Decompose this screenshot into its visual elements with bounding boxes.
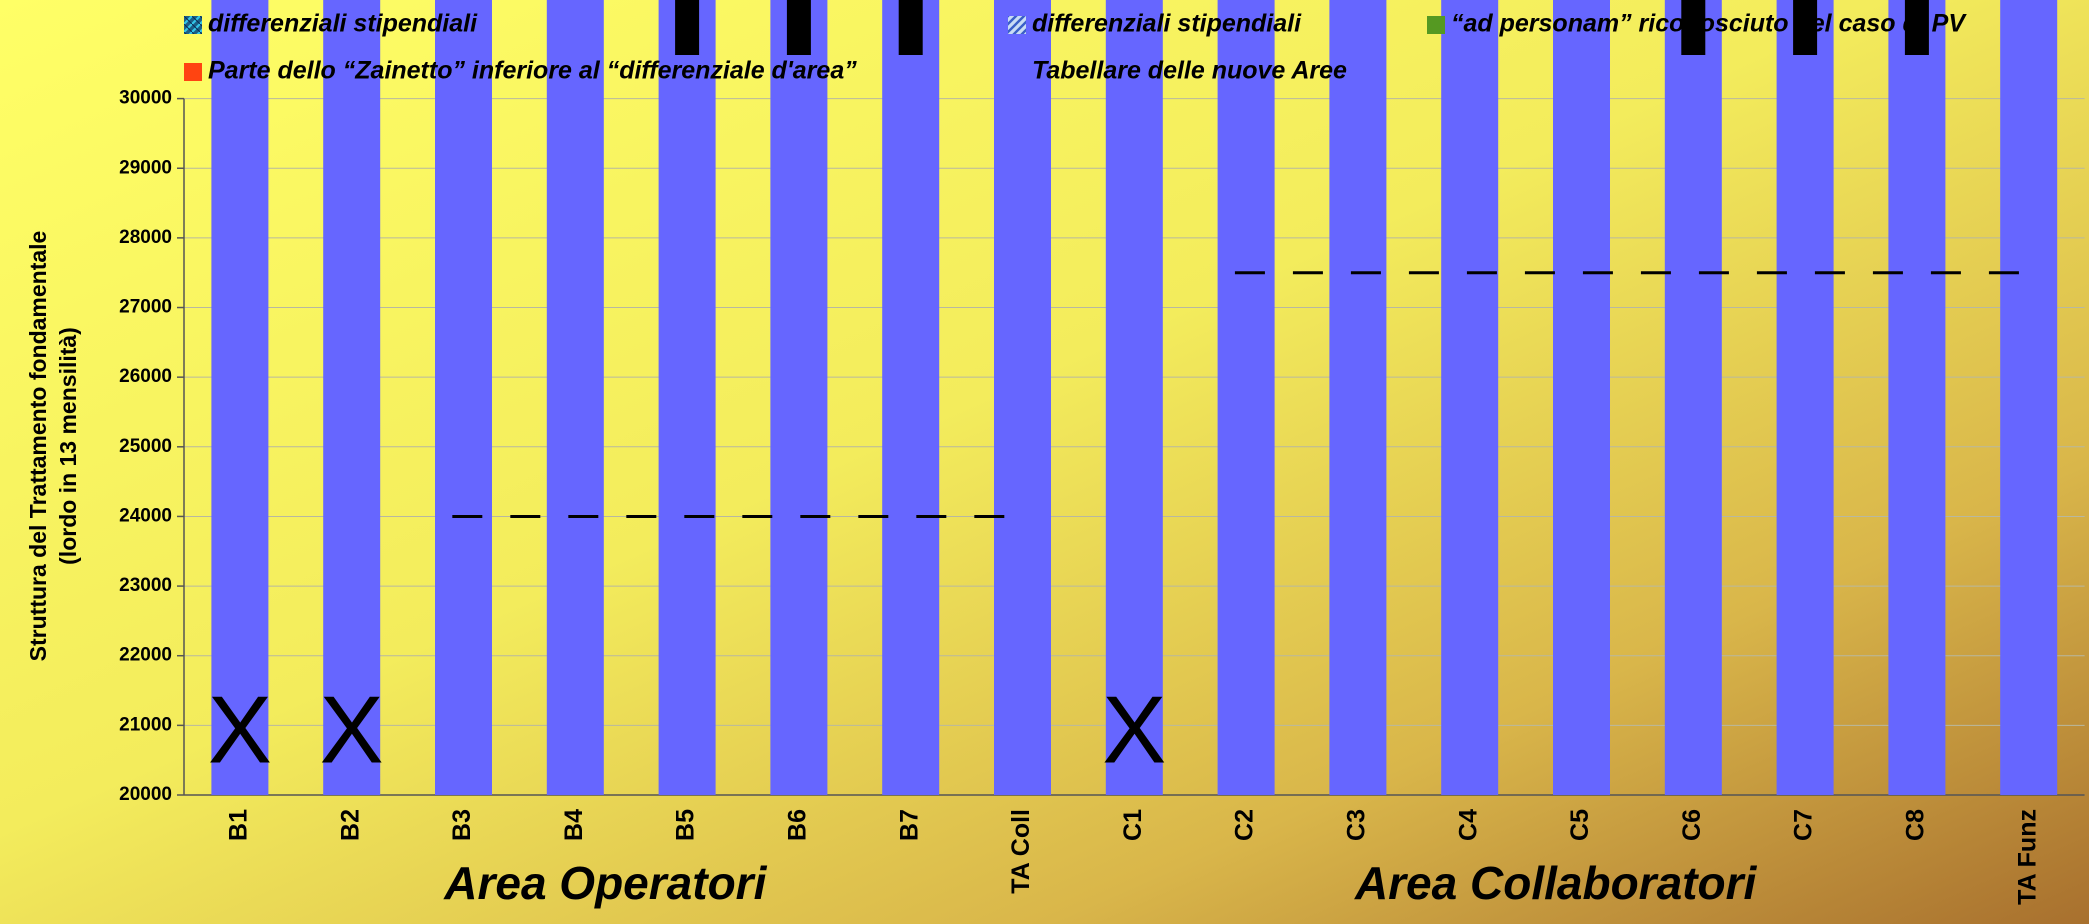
bar-segment xyxy=(1553,0,1610,795)
bar-segment xyxy=(2000,0,2058,795)
group-label: Area Collaboratori xyxy=(1354,857,1758,909)
x-tick-label: B5 xyxy=(672,809,700,841)
legend-label: differenziali stipendiali xyxy=(208,10,478,38)
legend-swatch xyxy=(1427,16,1445,34)
x-tick-label: C2 xyxy=(1231,809,1259,841)
bar-segment xyxy=(1664,0,1722,795)
x-tick-label: B6 xyxy=(784,809,812,841)
annotation: X xyxy=(1102,676,1166,783)
arrow xyxy=(675,0,700,55)
legend-swatch xyxy=(184,63,202,81)
x-tick-label: TA Coll xyxy=(1007,809,1035,894)
legend-swatch xyxy=(184,16,202,34)
arrow xyxy=(1793,0,1818,55)
annotation: X xyxy=(320,676,384,783)
bar-segment xyxy=(1217,0,1275,795)
bar-segment xyxy=(546,0,604,796)
x-tick-label: C8 xyxy=(1902,809,1930,841)
x-tick-label: C1 xyxy=(1119,809,1147,841)
y-tick-label: 26000 xyxy=(119,366,172,387)
x-tick-label: B1 xyxy=(225,809,253,841)
y-tick-label: 24000 xyxy=(119,505,172,526)
bar-segment xyxy=(211,0,269,796)
bar-segment xyxy=(1329,0,1387,795)
bar-segment xyxy=(658,0,716,796)
arrow xyxy=(898,0,923,55)
y-tick-label: 25000 xyxy=(119,436,172,457)
y-tick-label: 21000 xyxy=(119,714,172,735)
y-tick-label: 28000 xyxy=(119,227,172,248)
x-tick-label: B7 xyxy=(895,809,923,841)
x-tick-label: C3 xyxy=(1343,809,1371,841)
y-axis-label: (lordo in 13 mensilità) xyxy=(55,327,81,565)
bar-segment xyxy=(1105,0,1163,795)
bar-segment xyxy=(882,0,940,796)
legend-label: “ad personam” riconosciuto nel caso di P… xyxy=(1451,10,1967,38)
legend-swatch xyxy=(1008,16,1026,34)
x-tick-label: C4 xyxy=(1454,809,1482,841)
bar-segment xyxy=(1441,0,1499,795)
bar-segment xyxy=(770,0,828,796)
y-axis-label: Struttura del Trattamento fondamentale xyxy=(25,231,51,662)
arrow xyxy=(786,0,811,55)
legend-label: differenziali stipendiali xyxy=(1032,10,1302,38)
x-tick-label: C5 xyxy=(1566,809,1594,841)
x-tick-label: TA Funz xyxy=(2013,809,2041,905)
y-tick-label: 22000 xyxy=(119,645,172,666)
x-tick-label: C7 xyxy=(1790,809,1818,841)
y-tick-label: 30000 xyxy=(119,88,172,109)
group-label: Area Operatori xyxy=(443,857,767,909)
legend-label: Tabellare delle nuove Aree xyxy=(1032,57,1347,85)
annotation: X xyxy=(208,676,272,783)
y-tick-label: 23000 xyxy=(119,575,172,596)
x-tick-label: B4 xyxy=(560,809,588,841)
x-tick-label: B3 xyxy=(448,809,476,841)
bar-segment xyxy=(994,0,1051,795)
x-tick-label: B2 xyxy=(336,809,364,841)
bar-segment xyxy=(1888,0,1946,795)
bar-segment xyxy=(435,0,492,796)
y-tick-label: 27000 xyxy=(119,297,172,318)
arrow xyxy=(1681,0,1706,55)
arrow xyxy=(1904,0,1929,55)
y-tick-label: 20000 xyxy=(119,784,172,805)
legend-label: Parte dello “Zainetto” inferiore al “dif… xyxy=(208,57,857,85)
bar-segment xyxy=(323,0,381,796)
legend-swatch xyxy=(1008,63,1026,81)
x-tick-label: C6 xyxy=(1678,809,1706,841)
y-tick-label: 29000 xyxy=(119,157,172,178)
bar-segment xyxy=(1776,0,1834,795)
